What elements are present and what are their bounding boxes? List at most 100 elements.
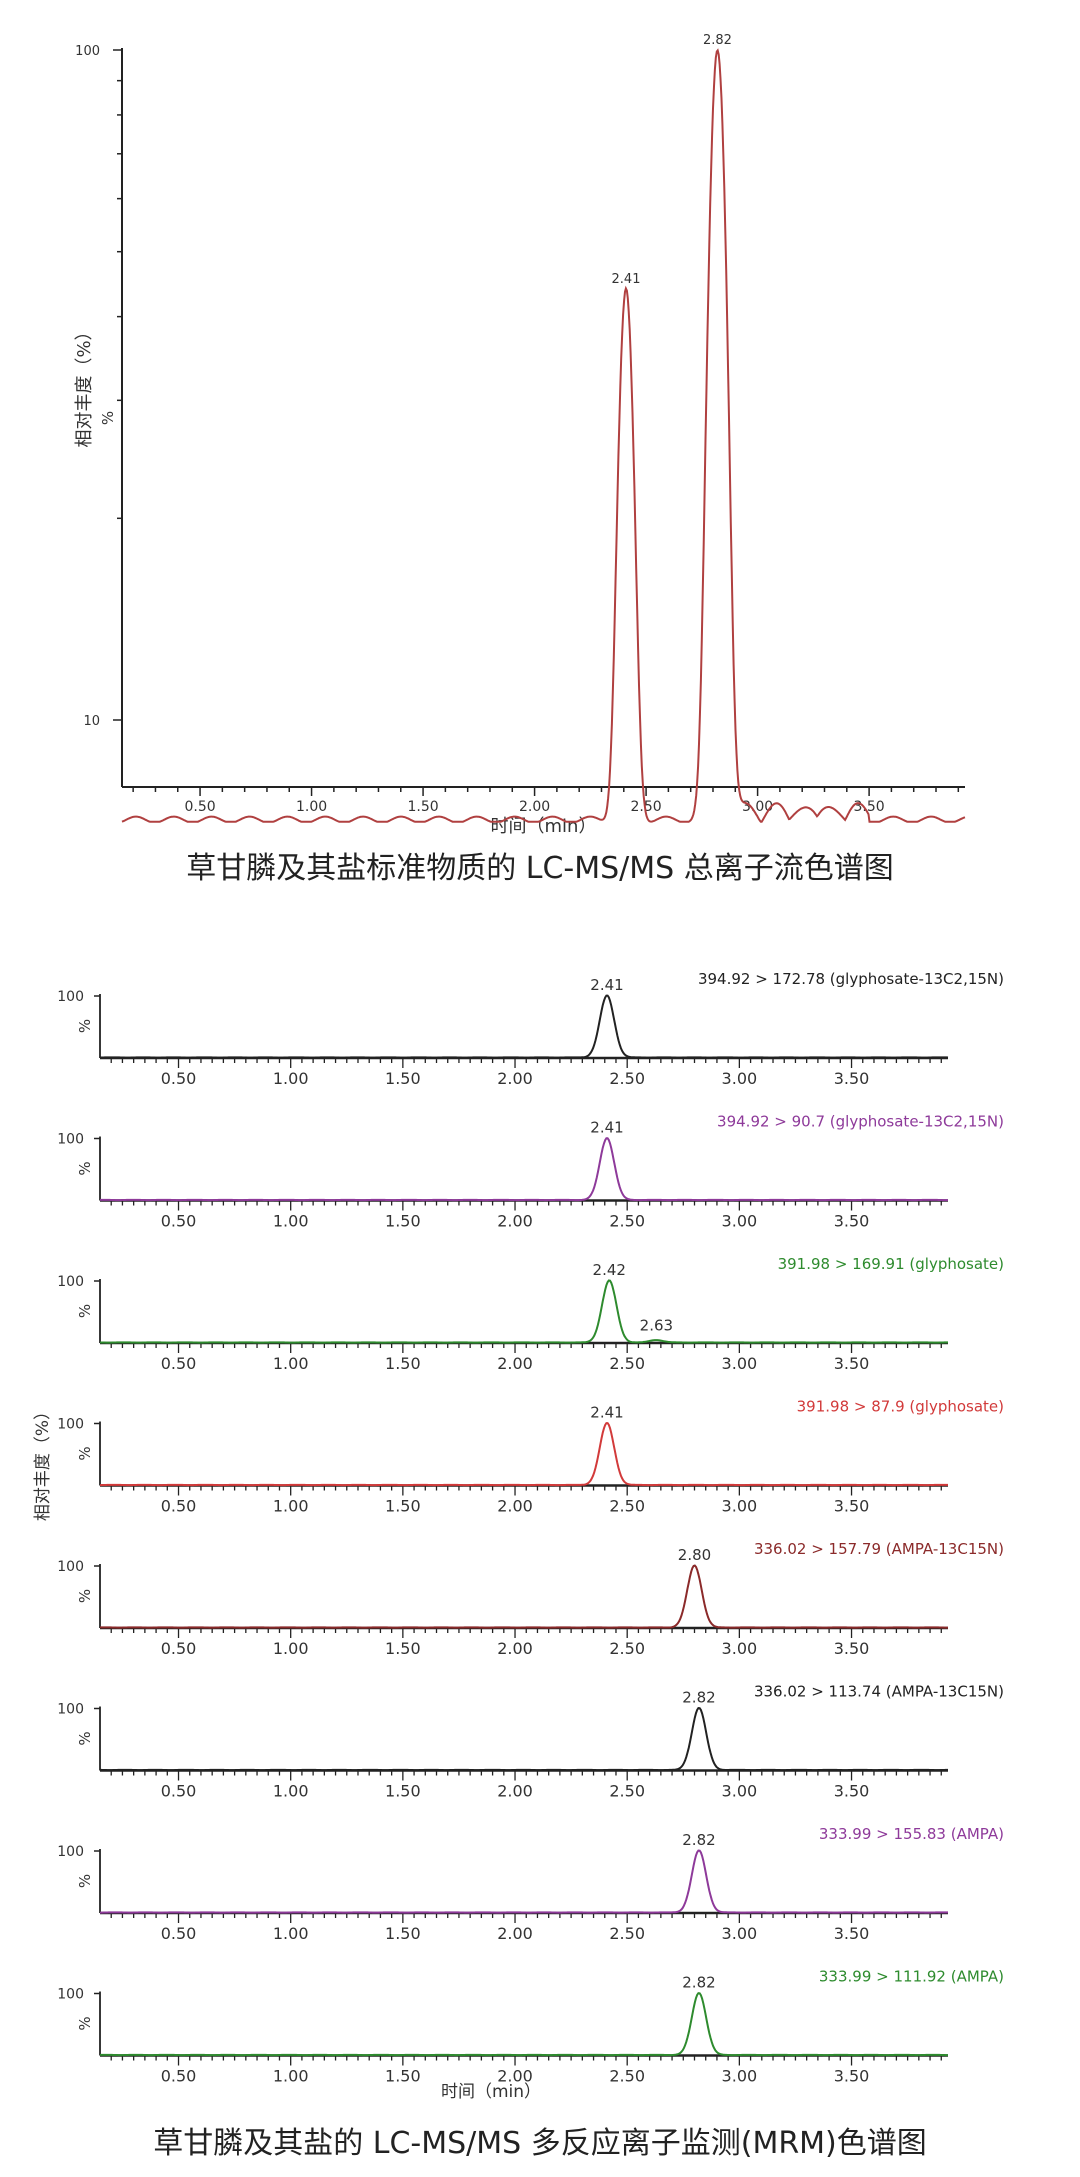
panel-peak-label: 2.41 <box>590 1119 623 1137</box>
panel-peak-label: 2.80 <box>678 1546 711 1564</box>
panel-x-tick-label: 3.00 <box>722 1069 758 1088</box>
panel-x-tick-label: 1.50 <box>385 1497 421 1516</box>
panel-x-tick-label: 2.00 <box>497 2067 533 2086</box>
x-tick-label: 3.00 <box>742 799 773 815</box>
panel-x-tick-label: 1.50 <box>385 1069 421 1088</box>
panel-transition-label: 394.92 > 90.7 (glyphosate-13C2,15N) <box>717 1113 1004 1131</box>
panel-x-tick-label: 1.00 <box>273 1354 309 1373</box>
panel-x-tick-label: 2.50 <box>609 1497 645 1516</box>
x-tick-label: 1.50 <box>407 799 438 815</box>
mrm-x-axis-label: 时间（min） <box>441 2082 541 2102</box>
panel-y-unit: % <box>76 1161 94 1175</box>
y-axis-unit: % <box>99 411 117 425</box>
panel-x-tick-label: 2.50 <box>609 1782 645 1801</box>
panel-x-tick-label: 3.50 <box>834 1212 870 1231</box>
panel-y-tick-label: 100 <box>57 1844 84 1860</box>
panel-y-unit: % <box>76 1019 94 1033</box>
panel-x-tick-label: 1.00 <box>273 1497 309 1516</box>
panel-peak-label: 2.82 <box>682 1689 715 1707</box>
panel-x-tick-label: 3.50 <box>834 1354 870 1373</box>
y-axis-label: 相对丰度（%） <box>74 322 95 447</box>
panel-peak-label: 2.63 <box>640 1317 673 1335</box>
mrm-panel-8: 0.50 1.00 1.50 2.00 2.50 3.00 3.50 100% 2.82 333.… <box>57 1968 1004 2086</box>
x-tick-label: 2.00 <box>519 799 550 815</box>
tic-caption: 草甘膦及其盐标准物质的 LC-MS/MS 总离子流色谱图 <box>186 851 894 886</box>
panel-peak-label: 2.82 <box>682 1974 715 1992</box>
panel-y-tick-label: 100 <box>57 989 84 1005</box>
panel-x-tick-label: 0.50 <box>161 1782 197 1801</box>
panel-y-tick-label: 100 <box>57 1274 84 1290</box>
panel-transition-label: 391.98 > 87.9 (glyphosate) <box>797 1398 1004 1416</box>
panel-x-tick-label: 1.00 <box>273 1069 309 1088</box>
panel-peak-label: 2.41 <box>590 1404 623 1422</box>
panel-transition-label: 333.99 > 155.83 (AMPA) <box>819 1825 1004 1843</box>
panel-x-tick-label: 3.00 <box>722 1354 758 1373</box>
panel-x-tick-label: 3.50 <box>834 1069 870 1088</box>
panel-x-tick-label: 2.50 <box>609 1354 645 1373</box>
panel-x-tick-label: 3.50 <box>834 1639 870 1658</box>
y-tick-label: 10 <box>83 714 100 729</box>
panel-peak-label: 2.82 <box>682 1831 715 1849</box>
mrm-y-axis-label: 相对丰度（%） <box>33 1403 53 1521</box>
mrm-panel-1: 0.50 1.00 1.50 2.00 2.50 3.00 3.50 100% 2.41 394.… <box>57 970 1004 1088</box>
panel-x-tick-label: 1.50 <box>385 1212 421 1231</box>
panel-x-tick-label: 2.00 <box>497 1354 533 1373</box>
panel-x-tick-label: 1.50 <box>385 1782 421 1801</box>
panel-trace <box>99 994 949 1059</box>
panel-trace <box>100 1992 948 2057</box>
panel-y-unit: % <box>76 1874 94 1888</box>
panel-x-tick-label: 2.00 <box>497 1924 533 1943</box>
panel-y-unit: % <box>76 2016 94 2030</box>
panel-trace <box>100 1849 948 1914</box>
peak-label: 2.41 <box>612 272 641 287</box>
panel-y-tick-label: 100 <box>57 1132 84 1148</box>
panel-y-unit: % <box>76 1446 94 1460</box>
peak-label: 2.82 <box>703 33 732 48</box>
panel-x-tick-label: 1.00 <box>273 1924 309 1943</box>
panel-transition-label: 391.98 > 169.91 (glyphosate) <box>778 1255 1004 1273</box>
panel-y-tick-label: 100 <box>57 1987 84 2003</box>
panel-x-tick-label: 3.00 <box>722 1924 758 1943</box>
tic-trace <box>121 48 966 823</box>
panel-x-tick-label: 0.50 <box>161 1497 197 1516</box>
panel-x-tick-label: 2.00 <box>497 1639 533 1658</box>
mrm-panel-6: 0.50 1.00 1.50 2.00 2.50 3.00 3.50 100% 2.82 336.… <box>57 1683 1004 1801</box>
panel-peak-label: 2.41 <box>590 976 623 994</box>
panel-x-tick-label: 1.00 <box>273 1212 309 1231</box>
panel-x-tick-label: 1.00 <box>273 2067 309 2086</box>
panel-x-tick-label: 1.00 <box>273 1782 309 1801</box>
mrm-panel-7: 0.50 1.00 1.50 2.00 2.50 3.00 3.50 100% 2.82 333.… <box>57 1825 1004 1943</box>
panel-x-tick-label: 2.50 <box>609 2067 645 2086</box>
panel-x-tick-label: 2.00 <box>497 1497 533 1516</box>
panel-x-tick-label: 1.50 <box>385 2067 421 2086</box>
panel-trace <box>100 1137 948 1202</box>
panel-transition-label: 333.99 > 111.92 (AMPA) <box>819 1968 1004 1986</box>
panel-x-tick-label: 2.00 <box>497 1069 533 1088</box>
panel-x-tick-label: 0.50 <box>161 1924 197 1943</box>
panel-y-unit: % <box>76 1589 94 1603</box>
panel-x-tick-label: 3.00 <box>722 1212 758 1231</box>
panel-y-tick-label: 100 <box>57 1559 84 1575</box>
panel-y-unit: % <box>76 1304 94 1318</box>
panel-trace <box>100 1707 948 1772</box>
panel-x-tick-label: 1.50 <box>385 1639 421 1658</box>
mrm-caption: 草甘膦及其盐的 LC-MS/MS 多反应离子监测(MRM)色谱图 <box>153 2126 927 2161</box>
mrm-panel-5: 0.50 1.00 1.50 2.00 2.50 3.00 3.50 100% 2.80 336.… <box>57 1540 1004 1658</box>
mrm-panel-3: 0.50 1.00 1.50 2.00 2.50 3.00 3.50 100% 2.42 2.63… <box>57 1255 1004 1373</box>
tic-chromatogram: 0.50 1.00 1.50 2.00 2.50 3.00 3.50 100 10 相对丰度（%）… <box>74 33 966 837</box>
panel-x-tick-label: 1.50 <box>385 1354 421 1373</box>
panel-transition-label: 336.02 > 157.79 (AMPA-13C15N) <box>754 1540 1004 1558</box>
panel-x-tick-label: 3.50 <box>834 1924 870 1943</box>
panel-x-tick-label: 2.00 <box>497 1782 533 1801</box>
mrm-panel-2: 0.50 1.00 1.50 2.00 2.50 3.00 3.50 100% 2.41 394.… <box>57 1113 1004 1231</box>
panel-x-tick-label: 0.50 <box>161 2067 197 2086</box>
panel-x-tick-label: 0.50 <box>161 1212 197 1231</box>
panel-x-tick-label: 2.50 <box>609 1924 645 1943</box>
panel-x-tick-label: 3.50 <box>834 2067 870 2086</box>
panel-trace <box>99 1279 948 1344</box>
panel-transition-label: 394.92 > 172.78 (glyphosate-13C2,15N) <box>698 970 1004 988</box>
panel-x-tick-label: 3.50 <box>834 1497 870 1516</box>
mrm-panel-4: 0.50 1.00 1.50 2.00 2.50 3.00 3.50 100% 2.41 391.… <box>57 1398 1004 1516</box>
panel-x-tick-label: 1.50 <box>385 1924 421 1943</box>
panel-peak-label: 2.42 <box>593 1261 626 1279</box>
